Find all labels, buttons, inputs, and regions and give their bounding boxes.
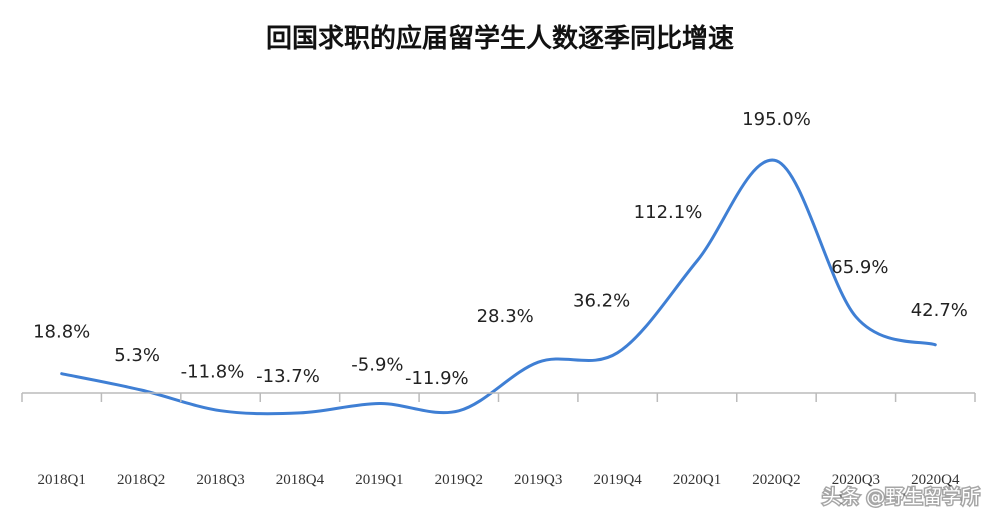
- x-tick-label: 2018Q2: [117, 472, 165, 488]
- data-label: 5.3%: [114, 345, 160, 366]
- x-tick-label: 2020Q3: [832, 472, 880, 488]
- x-tick-label: 2019Q4: [593, 472, 642, 488]
- chart-title: 回国求职的应届留学生人数逐季同比增速: [266, 23, 734, 54]
- x-tick-label: 2018Q4: [276, 472, 325, 488]
- x-tick-label: 2019Q3: [514, 472, 562, 488]
- data-label: 42.7%: [911, 300, 968, 321]
- data-label: 65.9%: [831, 257, 888, 278]
- data-label: 18.8%: [33, 322, 90, 343]
- x-tick-label: 2020Q1: [673, 472, 721, 488]
- data-label: 28.3%: [477, 306, 534, 327]
- x-tick-label: 2018Q3: [196, 472, 244, 488]
- data-label: -5.9%: [351, 355, 403, 376]
- series-line: [60, 158, 937, 416]
- x-tick-label: 2019Q1: [355, 472, 403, 488]
- data-label: -11.8%: [181, 362, 245, 383]
- x-tick-labels: 2018Q1 2018Q2 2018Q3 2018Q4 2019Q1 2019Q2 2019…: [38, 472, 960, 488]
- data-labels: 18.8% 5.3% -11.8% -13.7% -5.9%-11.9% 28.3% 36.…: [33, 109, 968, 389]
- x-tick-label: 2020Q2: [752, 472, 800, 488]
- data-label: 36.2%: [573, 291, 630, 312]
- watermark-text: 头条 @野生留学所: [822, 486, 980, 508]
- data-label: 195.0%: [742, 109, 811, 130]
- x-axis-ticks: [21, 393, 976, 402]
- data-label: -11.9%: [405, 368, 469, 389]
- watermark: 头条 @野生留学所: [820, 485, 981, 510]
- x-tick-label: 2020Q4: [911, 472, 960, 488]
- x-tick-label: 2019Q2: [435, 472, 483, 488]
- data-label: 112.1%: [634, 202, 703, 223]
- x-tick-label: 2018Q1: [38, 472, 86, 488]
- data-label: -13.7%: [256, 366, 320, 387]
